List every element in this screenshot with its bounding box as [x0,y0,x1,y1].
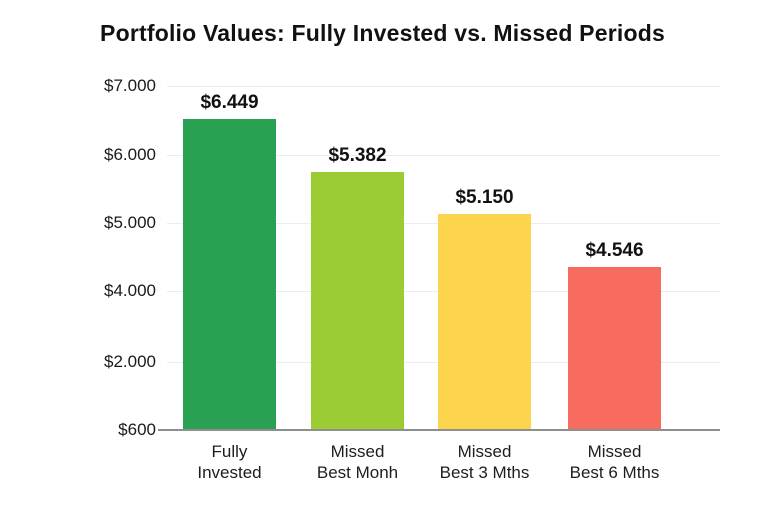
y-axis-tick-label: $4.000 [104,281,156,300]
bar [438,214,531,429]
y-axis-tick-label: $5.000 [104,213,156,232]
y-axis-tick-label: $6.000 [104,145,156,164]
bar-value-label: $5.150 [455,187,514,208]
bar [311,172,404,429]
x-axis-category-label: Missed Best 6 Mths [570,441,660,483]
bar-value-label: $5.382 [328,145,387,166]
x-axis-category-line: Best 6 Mths [569,463,660,482]
chart-title: Portfolio Values: Fully Invested vs. Mis… [100,20,665,46]
gridline [167,155,720,156]
y-axis-tick-label: $600 [118,420,156,439]
bar [568,267,661,429]
x-axis-category-label: Fully Invested [197,441,261,483]
x-axis-category-line: Invested [197,463,262,482]
gridline [167,86,720,87]
x-axis-line [158,429,720,431]
x-axis-category-line: Best 3 Mths [439,463,530,482]
x-axis-category-label: Missed Best Monh [317,441,398,483]
x-axis-category-line: Missed [587,442,642,461]
y-axis-tick-label: $2.000 [104,352,156,371]
bar-value-label: $6.449 [200,92,259,113]
x-axis-category-label: Missed Best 3 Mths [440,441,530,483]
y-axis-tick-label: $7.000 [104,76,156,95]
bar-value-label: $4.546 [585,240,644,261]
x-axis-category-line: Missed [457,442,512,461]
x-axis-category-line: Missed [330,442,385,461]
x-axis-category-line: Fully [211,442,248,461]
bar [183,119,276,429]
x-axis-category-line: Best Monh [316,463,399,482]
